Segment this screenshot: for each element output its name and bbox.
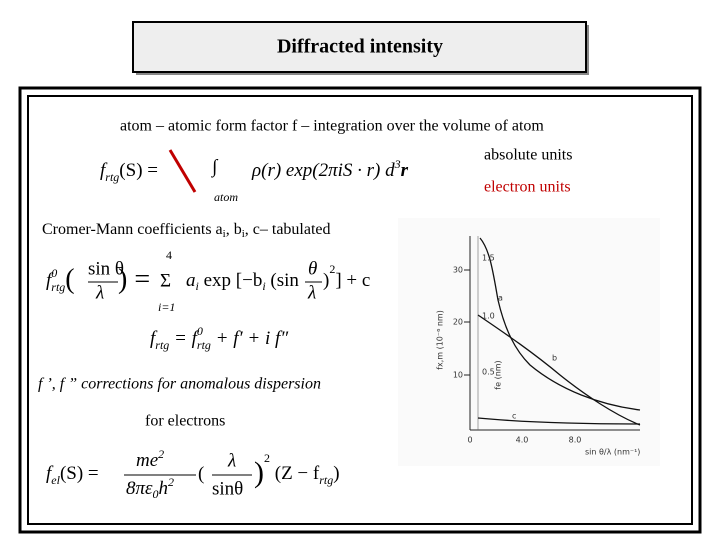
eq-part: 2 — [168, 475, 174, 489]
eq-part: f — [46, 463, 54, 484]
eq-part: sinθ — [212, 478, 243, 499]
text-part: , c– tabulated — [245, 221, 331, 238]
curve-label: c — [512, 412, 516, 421]
eq-part: rtg — [319, 473, 333, 487]
eq-part: r — [401, 160, 409, 181]
eq-part: 3 — [394, 157, 401, 171]
eq-part: ) = — [118, 264, 150, 295]
y-axis-label: fx,m (10⁻⁶ nm) — [436, 310, 445, 370]
equation-4: fel(S) = — [46, 463, 99, 486]
y-tick-label-inner: 1.5 — [482, 254, 495, 263]
eq-part: λ — [227, 450, 236, 471]
inner-frame — [27, 95, 693, 525]
title: Diffracted intensity — [277, 36, 443, 58]
eq-part: 2 — [264, 451, 270, 465]
eq-part: f — [150, 328, 158, 349]
curve-c — [477, 417, 641, 425]
x-tick-label: 0 — [467, 436, 472, 445]
eq-part: rtg — [105, 170, 119, 184]
eq-part: ai exp [−bi (sin — [186, 270, 299, 292]
y-tick-label: 10 — [453, 371, 463, 380]
eq-part: 0 — [197, 324, 203, 338]
eq-part: λ — [95, 282, 104, 303]
eq-part: a — [186, 270, 196, 291]
eq-part: (Z − f — [270, 463, 320, 484]
corrections: f ’, f ” corrections for anomalous dispe… — [38, 376, 321, 393]
sum: Σ — [160, 270, 171, 291]
curve-label: b — [552, 354, 557, 363]
y-tick-label-inner: 1.0 — [482, 312, 495, 321]
outer-frame — [18, 86, 702, 534]
y-tick-label: 30 — [453, 266, 463, 275]
eq-part: )2 (Z − frtg) — [254, 451, 340, 489]
text-part: i — [223, 228, 226, 240]
eq-part: i — [262, 279, 265, 293]
electron-units: electron units — [484, 179, 571, 196]
eq-part: ) = — [118, 264, 150, 295]
eq-part: ( — [65, 264, 74, 295]
eq-part: 8πε0h2 — [126, 475, 174, 501]
equation-3: frtg = f0 rtg + f′ + i f″ — [150, 324, 289, 352]
curve-label: a — [498, 294, 503, 303]
equation-1: frtg(S) = — [100, 160, 158, 183]
eq-part: me — [136, 450, 158, 471]
eq-part: 2 — [158, 447, 164, 461]
title-box — [132, 21, 587, 73]
x-tick-label: 4.0 — [516, 436, 529, 445]
eq-part: λ — [307, 282, 316, 303]
eq-part: 4 — [166, 248, 172, 262]
eq-part: 0 — [153, 487, 159, 501]
eq-part: = f — [169, 328, 199, 349]
eq-part: atom — [214, 190, 238, 204]
eq-part: ρ(r) exp(2πiS · r) d3r — [251, 157, 409, 182]
for-electrons: for electrons — [145, 413, 225, 430]
text-part: Cromer-Mann coefficients a — [42, 221, 223, 238]
eq-part: sin θ — [88, 258, 124, 279]
equation-2: f0 rtg( — [46, 264, 75, 295]
eq-part: (sin — [266, 270, 300, 291]
eq-part: ) — [254, 456, 264, 489]
eq-part: + f′ + i f″ — [211, 328, 289, 349]
eq-part: ( — [198, 463, 204, 484]
figure-bg — [398, 218, 660, 466]
absolute-units: absolute units — [484, 147, 572, 164]
eq-part: me2 — [136, 447, 164, 472]
text-part: , b — [226, 221, 242, 238]
atom-line: atom – atomic form factor f – integratio… — [120, 118, 544, 135]
red-strike — [168, 149, 197, 193]
curve-b — [477, 314, 641, 426]
eq-part: i=1 — [158, 300, 175, 314]
cromer-mann: Cromer-Mann coefficients ai, bi, c– tabu… — [42, 221, 331, 240]
eq-part: 2 — [329, 262, 335, 276]
eq-part: ) — [323, 270, 329, 291]
eq-part: )2] + c — [323, 262, 370, 292]
eq-part: rtg — [197, 338, 211, 352]
eq-part: rtg — [51, 280, 65, 294]
eq-part: ] + c — [335, 270, 370, 291]
eq-part: f — [100, 160, 108, 181]
eq-part: exp [−b — [199, 270, 262, 291]
x-tick-label: 8.0 — [569, 436, 582, 445]
y-tick-label: 20 — [453, 318, 463, 327]
eq-part: θ — [308, 258, 317, 279]
eq-part: f — [46, 270, 54, 291]
x-axis-label: sin θ/λ (nm⁻¹) — [585, 448, 640, 457]
eq-part: ρ(r) exp(2πiS · r) d — [251, 160, 395, 181]
text-part: i — [242, 228, 245, 240]
eq-part: el — [51, 473, 60, 487]
eq-part: 8πε — [126, 478, 153, 499]
eq-part: (S) = — [60, 463, 99, 484]
eq-part: 0 — [51, 266, 57, 280]
eq-part: i — [196, 279, 199, 293]
eq-part: rtg — [155, 338, 169, 352]
eq-part: (S) = — [119, 160, 158, 181]
y-axis-label-inner: fe (nm) — [494, 360, 503, 389]
integral: ∫ — [211, 156, 219, 178]
eq-part: ) — [333, 463, 339, 484]
y-tick-label-inner: 0.5 — [482, 368, 495, 377]
eq-part: h — [159, 478, 169, 499]
